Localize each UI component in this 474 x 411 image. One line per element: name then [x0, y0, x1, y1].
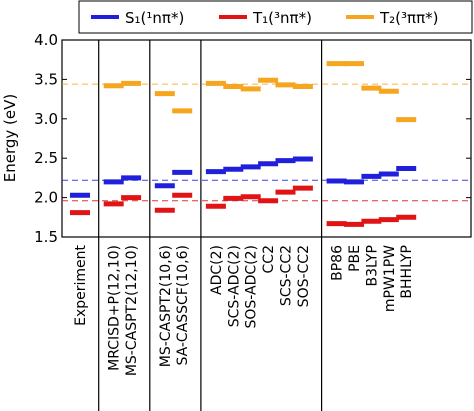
legend-label-t2: T₂(³ππ*) [379, 9, 438, 27]
y-tick-label: 1.5 [34, 228, 58, 246]
y-tick-label: 2.5 [34, 149, 58, 167]
method-label: mPW1PW [382, 245, 398, 312]
method-label: SOS-CC2 [296, 245, 312, 307]
legend-box [78, 0, 473, 34]
y-tick-label: 4.0 [34, 31, 58, 49]
legend-label-t1: T₁(³nπ*) [252, 9, 312, 27]
method-label: SCS-CC2 [279, 245, 295, 306]
method-label: MS-CASPT2(12,10) [124, 245, 140, 376]
method-label: SA-CASSCF(10,6) [175, 245, 191, 366]
y-tick-label: 2.0 [34, 189, 58, 207]
method-label: Experiment [73, 244, 89, 325]
method-label: B3LYP [364, 245, 380, 286]
plot-frame [61, 39, 472, 238]
method-label: PBE [347, 245, 363, 272]
method-label: MRCISD+P(12,10) [107, 245, 123, 371]
y-tick-label: 3.0 [34, 110, 58, 128]
y-axis-title: Energy (eV) [1, 94, 19, 182]
method-label: BP86 [330, 245, 346, 281]
method-label: SOS-ADC(2) [244, 245, 260, 329]
plot-area: 1.5 2.0 2.5 3.0 3.5 4.0 Experiment MRCISD+P(12,… [34, 31, 472, 411]
legend: S₁(¹nπ*) T₁(³nπ*) T₂(³ππ*) [78, 0, 473, 34]
method-label: CC2 [261, 245, 277, 273]
method-label: BHHLYP [399, 245, 415, 299]
legend-label-s1: S₁(¹nπ*) [125, 9, 184, 27]
method-label: ADC(2) [209, 245, 225, 295]
method-label: MS-CASPT2(10,6) [158, 245, 174, 367]
method-label: SCS-ADC(2) [226, 245, 242, 327]
y-tick-label: 3.5 [34, 70, 58, 88]
